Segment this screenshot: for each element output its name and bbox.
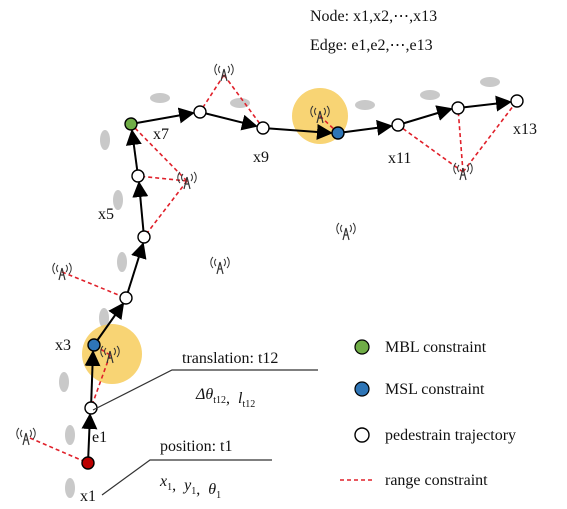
node-label: x13: [513, 121, 537, 138]
node-label: x3: [55, 337, 71, 354]
legend-label: range constraint: [385, 472, 488, 489]
edge-line: Edge: e1,e2,⋯,e13: [310, 37, 433, 54]
separator: ,: [196, 481, 208, 498]
subscript: t12: [213, 395, 226, 406]
symbol: x: [159, 473, 167, 490]
legend-label: pedestrain trajectory: [385, 427, 516, 444]
node-line: Node: x1,x2,⋯,x13: [310, 8, 437, 25]
nodes: [82, 95, 523, 469]
position-formula: x1, y1, θ1: [159, 473, 221, 501]
symbol: Δθ: [195, 386, 213, 403]
node-label: x11: [388, 150, 411, 167]
node-label: x1: [80, 488, 96, 505]
legend: MBL constraint MSL constraint pedestrain…: [340, 339, 516, 489]
symbol: θ: [208, 481, 216, 498]
diagram: Node: x1,x2,⋯,x13 Edge: e1,e2,⋯,e13 x1 x…: [0, 0, 567, 509]
node-label: x5: [98, 206, 114, 223]
legend-label: MSL constraint: [385, 381, 485, 398]
subscript: t12: [242, 399, 255, 410]
edge-label: e1: [92, 429, 107, 446]
trajectory: [88, 102, 510, 463]
node-label: x9: [253, 149, 269, 166]
node-label: x7: [153, 126, 169, 143]
translation-formula: Δθt12, lt12: [195, 386, 255, 410]
separator: ,: [226, 390, 238, 407]
legend-label: MBL constraint: [385, 339, 487, 356]
subscript: 1: [216, 490, 221, 501]
translation-title: translation: t12: [182, 350, 278, 367]
position-title: position: t1: [160, 438, 232, 455]
separator: ,: [172, 477, 184, 494]
page: {"header":{"node_line":"Node: x1,x2,⋯,x1…: [0, 0, 567, 509]
msl-zone: [82, 324, 142, 384]
